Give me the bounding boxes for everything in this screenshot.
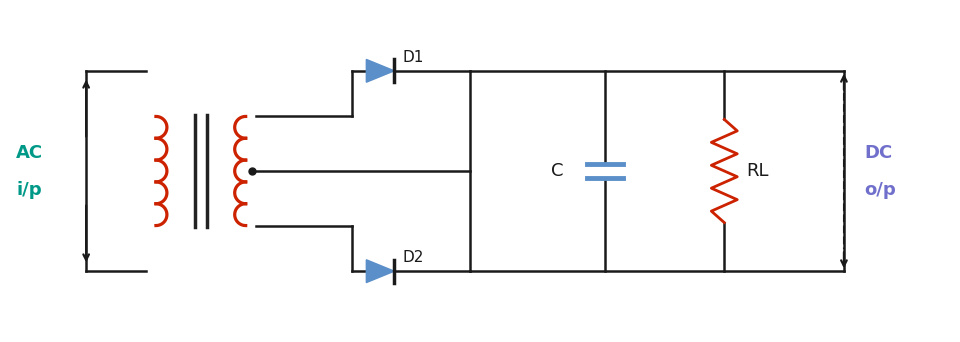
Text: AC: AC bbox=[15, 144, 43, 162]
Text: i/p: i/p bbox=[16, 181, 42, 199]
Text: RL: RL bbox=[746, 162, 769, 180]
Polygon shape bbox=[367, 260, 395, 282]
Text: D1: D1 bbox=[402, 50, 423, 65]
Text: DC: DC bbox=[864, 144, 892, 162]
Text: D2: D2 bbox=[402, 250, 423, 265]
Text: C: C bbox=[550, 162, 563, 180]
Polygon shape bbox=[367, 60, 395, 82]
Text: o/p: o/p bbox=[864, 181, 896, 199]
